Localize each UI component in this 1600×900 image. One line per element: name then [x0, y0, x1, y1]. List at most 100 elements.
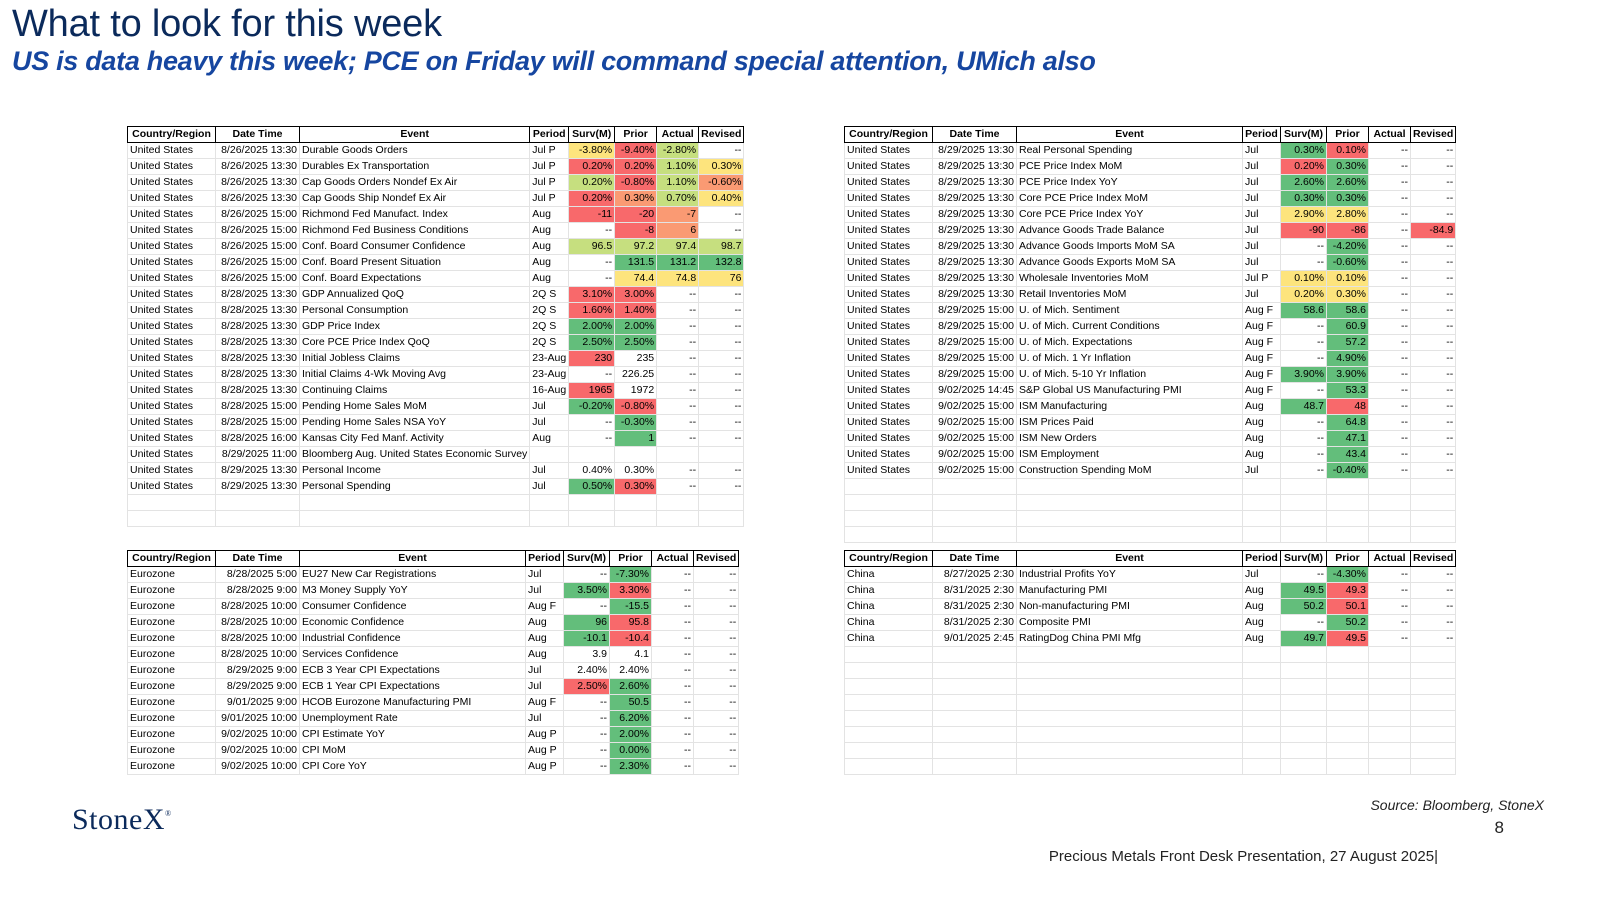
cell-datetime: 8/29/2025 15:00 — [932, 366, 1017, 383]
cell-survey: -- — [568, 414, 616, 431]
table-row: United States 8/29/2025 15:00 U. of Mich. … — [844, 334, 1457, 351]
cell-country: United States — [844, 238, 933, 255]
cell-period: 23-Aug — [529, 350, 570, 367]
cell-survey: -- — [568, 430, 616, 447]
empty-cell — [656, 494, 700, 511]
cell-actual: -- — [651, 758, 694, 775]
cell-actual: -- — [656, 462, 700, 479]
cell-actual: -- — [1368, 286, 1411, 303]
cell-actual: -- — [651, 582, 694, 599]
cell-actual: -- — [651, 614, 694, 631]
cell-revised: -- — [698, 366, 745, 383]
cell-prior: 2.60% — [1326, 174, 1369, 191]
table-row: United States 9/02/2025 15:00 ISM Manufact… — [844, 398, 1457, 415]
cell-survey: -- — [1280, 382, 1327, 399]
table-header-row: Country/Region Date Time Event Period Surv(M… — [127, 550, 740, 567]
cell-period: Jul — [1242, 254, 1281, 271]
table-row: United States 8/29/2025 13:30 PCE Price In… — [844, 174, 1457, 191]
cell-prior: 2.80% — [1326, 206, 1369, 223]
cell-revised: -- — [1409, 334, 1457, 351]
cell-period: Jul — [525, 678, 564, 695]
cell-revised: -- — [1409, 238, 1457, 255]
cell-period: Jul — [1242, 462, 1281, 479]
cell-prior: -0.30% — [614, 414, 658, 431]
table-row: United States 8/26/2025 13:30 Cap Goods Sh… — [127, 190, 745, 207]
table-row: China 8/31/2025 2:30 Composite PMI Aug -- 50.… — [844, 614, 1457, 631]
cell-datetime: 8/29/2025 13:30 — [932, 206, 1017, 223]
cell-datetime: 8/31/2025 2:30 — [932, 582, 1017, 599]
cell-actual: -- — [651, 742, 694, 759]
cell-actual: -- — [651, 662, 694, 679]
cell-period: Aug — [529, 222, 570, 239]
table-row: United States 8/29/2025 15:00 U. of Mich. … — [844, 366, 1457, 383]
cell-period: Aug — [1242, 414, 1281, 431]
table-row: United States 8/26/2025 15:00 Conf. Board … — [127, 254, 745, 271]
cell-country: United States — [844, 414, 933, 431]
table-row: United States 8/28/2025 16:00 Kansas City … — [127, 430, 745, 447]
cell-event: Initial Claims 4-Wk Moving Avg — [298, 366, 531, 383]
table-row: United States 8/29/2025 13:30 Core PCE Pri… — [844, 206, 1457, 223]
cell-survey: 3.90% — [1280, 366, 1327, 383]
cell-period: Aug F — [1242, 334, 1281, 351]
empty-cell — [1280, 646, 1327, 663]
cell-event: Durable Goods Orders — [298, 142, 531, 159]
empty-cell — [1368, 478, 1411, 495]
cell-country: Eurozone — [127, 662, 216, 679]
cell-survey: -- — [568, 270, 616, 287]
cell-datetime: 8/28/2025 9:00 — [215, 582, 300, 599]
cell-period: Jul — [1242, 222, 1281, 239]
cell-revised: -- — [1409, 614, 1457, 631]
cell-revised: -- — [1409, 382, 1457, 399]
empty-cell — [1280, 742, 1327, 759]
column-header-datetime: Date Time — [215, 126, 300, 143]
column-header-event: Event — [1016, 550, 1243, 567]
table-row: China 9/01/2025 2:45 RatingDog China PMI M… — [844, 630, 1457, 647]
table-row: Eurozone 9/02/2025 10:00 CPI Core YoY Aug P… — [127, 758, 740, 775]
page-subtitle: US is data heavy this week; PCE on Frida… — [12, 46, 1096, 76]
cell-prior: -0.80% — [614, 174, 658, 191]
cell-period: Aug — [529, 254, 570, 271]
cell-event: EU27 New Car Registrations — [299, 566, 526, 583]
source-note: Source: Bloomberg, StoneX — [1370, 797, 1544, 813]
logo-text: StoneX — [72, 803, 165, 836]
cell-survey: -- — [1280, 318, 1327, 335]
cell-survey: -3.80% — [568, 142, 616, 159]
cell-datetime: 8/29/2025 13:30 — [932, 286, 1017, 303]
empty-cell — [932, 510, 1017, 527]
cell-event: Conf. Board Consumer Confidence — [298, 238, 531, 255]
cell-event: U. of Mich. Current Conditions — [1016, 318, 1243, 335]
empty-cell — [1368, 494, 1411, 511]
empty-cell — [1242, 662, 1281, 679]
cell-period: Jul — [525, 662, 564, 679]
cell-survey: 58.6 — [1280, 302, 1327, 319]
cell-event: Personal Income — [298, 462, 531, 479]
empty-cell — [1016, 694, 1243, 711]
column-header-revised: Revised — [698, 126, 745, 143]
cell-prior: 49.5 — [1326, 630, 1369, 647]
empty-cell — [1326, 510, 1369, 527]
empty-cell — [1326, 758, 1369, 775]
cell-datetime: 8/28/2025 15:00 — [215, 398, 300, 415]
page-title: What to look for this week — [12, 3, 442, 45]
cell-period: Aug P — [525, 742, 564, 759]
us-calendar-table-right: Country/Region Date Time Event Period Surv(M… — [844, 126, 1457, 543]
cell-period: Aug — [1242, 630, 1281, 647]
cell-period: 2Q S — [529, 302, 570, 319]
cell-event: U. of Mich. Sentiment — [1016, 302, 1243, 319]
cell-datetime: 9/02/2025 15:00 — [932, 446, 1017, 463]
cell-survey: 0.30% — [1280, 190, 1327, 207]
cell-survey: 0.40% — [568, 462, 616, 479]
column-header-event: Event — [298, 126, 531, 143]
empty-cell — [215, 494, 300, 511]
empty-cell — [614, 510, 658, 527]
table-row: United States 8/29/2025 13:30 Personal Inc… — [127, 462, 745, 479]
cell-event: Conf. Board Expectations — [298, 270, 531, 287]
table-row: United States 8/26/2025 15:00 Conf. Board … — [127, 270, 745, 287]
cell-survey: -- — [1280, 238, 1327, 255]
empty-cell — [1368, 710, 1411, 727]
cell-revised: 76 — [698, 270, 745, 287]
cell-prior: 0.10% — [1326, 270, 1369, 287]
cell-revised: -- — [1409, 142, 1457, 159]
cell-revised: -- — [1409, 462, 1457, 479]
cell-country: United States — [127, 286, 216, 303]
